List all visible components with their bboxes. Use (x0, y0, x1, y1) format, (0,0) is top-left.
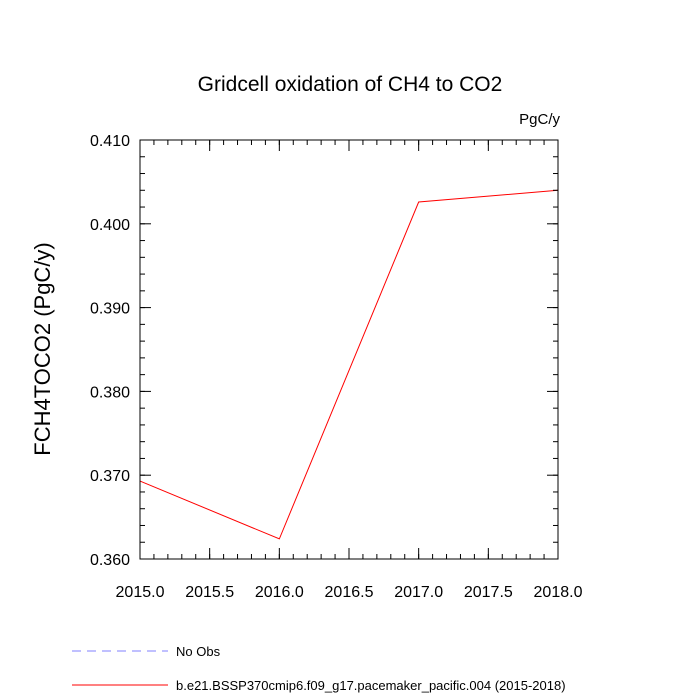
x-tick-label: 2018.0 (534, 584, 583, 601)
y-tick-label: 0.370 (90, 468, 130, 485)
axis-ticks (139, 139, 559, 560)
plot-lines (139, 189, 559, 540)
x-tick-label: 2017.5 (464, 584, 513, 601)
x-tick-label: 2015.0 (116, 584, 165, 601)
legend: No Obs b.e21.BSSP370cmip6.f09_g17.pacemak… (72, 644, 566, 693)
legend-label: b.e21.BSSP370cmip6.f09_g17.pacemaker_pac… (176, 678, 566, 693)
legend-label: No Obs (176, 644, 221, 659)
y-tick-label: 0.380 (90, 384, 130, 401)
y-tick-label: 0.410 (90, 133, 130, 150)
units-label: PgC/y (519, 111, 560, 128)
x-tick-label: 2017.0 (394, 584, 443, 601)
x-tick-label: 2016.0 (255, 584, 304, 601)
y-tick-label: 0.400 (90, 217, 130, 234)
chart-title: Gridcell oxidation of CH4 to CO2 (198, 73, 503, 96)
series-line (139, 189, 559, 540)
y-tick-label: 0.360 (90, 552, 130, 569)
plot-frame (139, 139, 559, 560)
y-axis-label: FCH4TOCO2 (PgC/y) (30, 242, 55, 456)
axis-tick-labels: 2015.0 2015.5 2016.0 2016.5 2017.0 2017.5 2018… (90, 133, 583, 601)
y-tick-label: 0.390 (90, 301, 130, 318)
x-tick-label: 2016.5 (325, 584, 374, 601)
x-tick-label: 2015.5 (185, 584, 234, 601)
